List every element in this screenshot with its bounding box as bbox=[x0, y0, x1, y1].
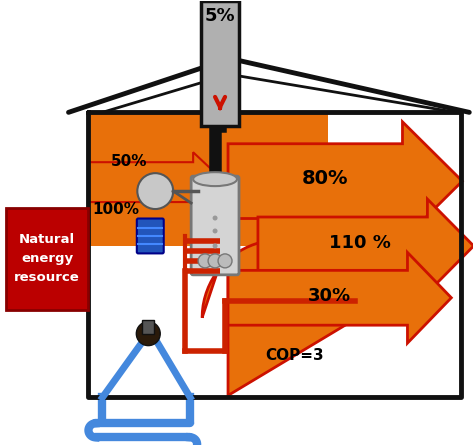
Circle shape bbox=[208, 254, 222, 268]
Polygon shape bbox=[228, 122, 462, 240]
Text: 5%: 5% bbox=[205, 7, 236, 25]
FancyBboxPatch shape bbox=[137, 219, 164, 253]
Text: 50%: 50% bbox=[110, 154, 147, 169]
Text: 100%: 100% bbox=[92, 202, 139, 217]
Polygon shape bbox=[89, 152, 225, 212]
Circle shape bbox=[218, 254, 232, 268]
Circle shape bbox=[212, 228, 218, 233]
Text: 110 %: 110 % bbox=[328, 234, 391, 252]
Circle shape bbox=[212, 215, 218, 220]
FancyBboxPatch shape bbox=[191, 176, 239, 275]
Bar bbox=[89, 112, 328, 246]
Circle shape bbox=[137, 322, 160, 346]
Bar bbox=[142, 320, 154, 334]
Text: 80%: 80% bbox=[301, 169, 348, 188]
Circle shape bbox=[198, 254, 212, 268]
Text: COP=3: COP=3 bbox=[265, 348, 324, 363]
Polygon shape bbox=[258, 199, 474, 293]
Bar bbox=[201, 1, 239, 126]
Text: 30%: 30% bbox=[308, 287, 351, 305]
Text: Natural
energy
resource: Natural energy resource bbox=[14, 233, 80, 285]
Polygon shape bbox=[202, 240, 357, 396]
Ellipse shape bbox=[193, 172, 237, 186]
Circle shape bbox=[137, 173, 173, 209]
Polygon shape bbox=[228, 252, 451, 343]
Bar bbox=[6, 208, 89, 310]
Circle shape bbox=[212, 244, 218, 248]
